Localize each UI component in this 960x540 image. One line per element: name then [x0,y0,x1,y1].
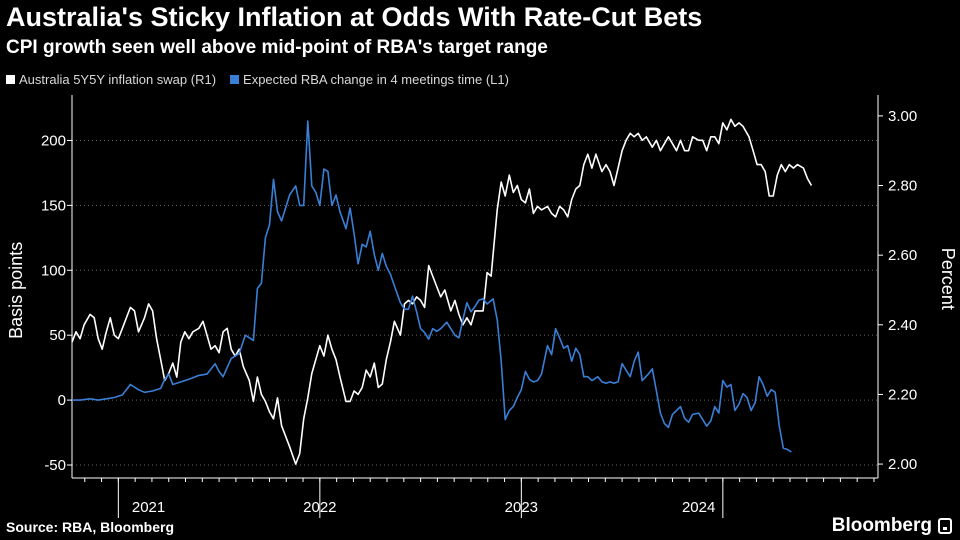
bloomberg-terminal-icon [938,518,952,534]
y-left-tick-label: 100 [41,262,66,279]
brand-logo: Bloomberg [832,515,952,537]
y-right-tick-label: 2.40 [888,317,917,334]
x-year-label: 2024 [682,499,715,516]
x-year-label: 2022 [303,499,336,516]
axis-labels: -50 0 50 100 150 200 2.00 2.20 2.40 2.60 2.80 3.00 2… [6,108,958,516]
series-line-inflation-swap [71,118,813,465]
y-right-axis-title: Percent [938,248,958,310]
legend-item-swap: Australia 5Y5Y inflation swap (R1) [6,72,216,87]
chart-subtitle: CPI growth seen well above mid-point of … [6,37,548,58]
brand-name: Bloomberg [831,515,932,536]
y-right-tick-label: 2.60 [888,247,917,264]
grid-lines [72,139,878,466]
legend-item-rba: Expected RBA change in 4 meetings time (… [230,72,509,87]
y-right-tick-label: 3.00 [888,108,917,125]
y-right-tick-label: 2.80 [888,178,917,195]
y-right-tick-label: 2.20 [888,386,917,403]
x-year-label: 2023 [505,499,538,516]
legend-label-swap: Australia 5Y5Y inflation swap (R1) [19,72,217,87]
y-left-tick-label: -50 [44,457,66,474]
y-left-tick-label: 50 [49,327,66,344]
axes [67,95,883,518]
y-right-tick-label: 2.00 [888,456,917,473]
chart-title: Australia's Sticky Inflation at Odds Wit… [6,2,703,32]
y-left-tick-label: 200 [41,132,66,149]
legend-swatch-rba [230,75,240,84]
source-note: Source: RBA, Bloomberg [6,519,175,535]
x-year-label: 2021 [132,499,165,516]
legend-label-rba: Expected RBA change in 4 meetings time (… [243,72,509,87]
y-left-axis-title: Basis points [6,242,26,339]
y-left-tick-label: 150 [41,197,66,214]
series-lines [71,118,813,465]
y-left-tick-label: 0 [58,392,66,409]
chart-legend: Australia 5Y5Y inflation swap (R1) Expec… [6,72,509,87]
series-line-rba-change [72,120,792,453]
legend-swatch-swap [6,75,15,84]
